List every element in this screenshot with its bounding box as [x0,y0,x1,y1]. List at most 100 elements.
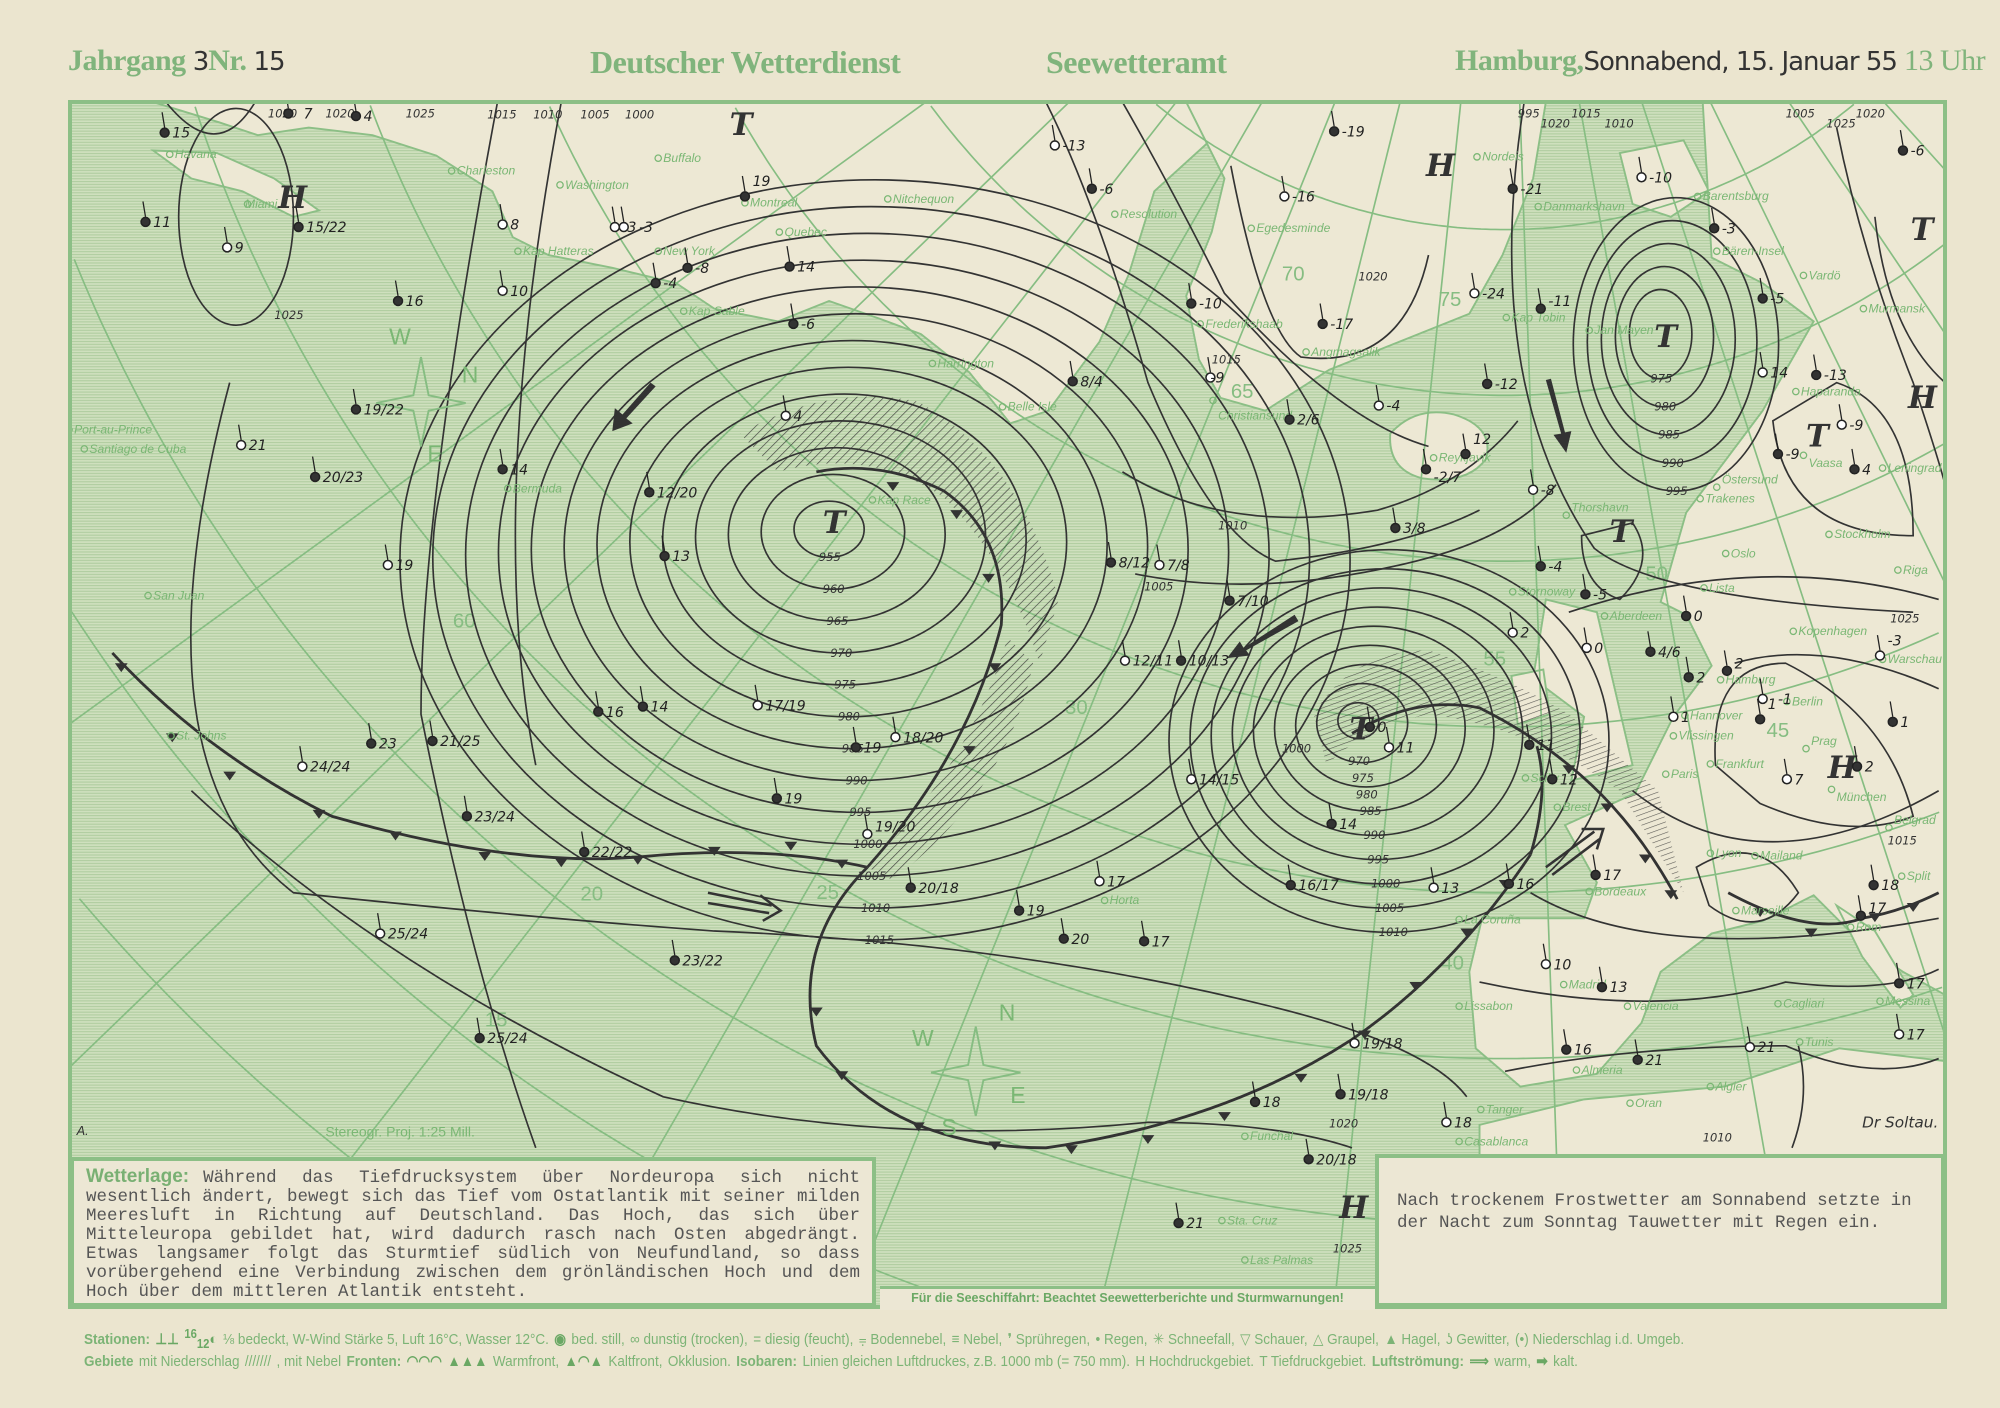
wind-barb-icon [852,726,857,743]
isobar-label: 1025 [406,106,435,120]
station-value: -13 [1824,368,1847,384]
legend-item: kalt. [1553,1353,1578,1370]
place-label: Santiago de Cuba [89,442,186,456]
wind-barb-icon [1121,640,1126,656]
wind-barb-icon [684,247,689,263]
isobars [165,102,1946,1149]
station-circle-icon [1285,879,1297,891]
wetterlage-label: Wetterlage: [86,1166,190,1187]
place-label: Bermuda [513,481,562,495]
place-label: Lissabon [1464,999,1513,1013]
wind-barb-icon [646,471,650,488]
station-report: -3 [618,206,653,236]
isobar-label: 1025 [1333,1241,1362,1255]
wind-barb-icon [499,270,504,286]
station-circle-icon [1428,882,1439,893]
legend-item: (•) Niederschlag i.d. Umgeb. [1515,1331,1685,1348]
station-value: -9 [1210,371,1224,387]
station-circle-icon [1249,1096,1261,1108]
place-label: Jan Mayen [1593,323,1653,337]
station-circle-icon [1811,369,1822,381]
station-report: -8 [682,247,709,277]
isobar-ring [1586,219,1758,464]
station-circle-icon [1326,818,1337,830]
station-circle-icon [1154,559,1165,571]
place-marker [654,154,663,162]
station-circle-icon [1683,671,1694,683]
legend-item: Warmfront, [492,1353,560,1370]
station-report: 16 [1503,863,1534,893]
station-report: -6 [1897,129,1925,160]
isobar-label: 1020 [325,106,354,120]
station-report: 20 [1058,918,1089,948]
svg-text:S: S [941,1114,956,1140]
station-value: -11 [1548,294,1571,310]
place-marker [1774,999,1782,1008]
station-circle-icon [1303,1154,1314,1165]
place-marker [1623,1002,1632,1011]
place-label: Miami [245,197,278,211]
isobar-ring [1252,625,1495,837]
wind-barb-icon [286,102,289,109]
station-report: 17 [1855,895,1886,921]
isobar-label: 1020 [1541,117,1570,131]
station-report: -17 [1317,303,1353,333]
wind-barb-icon [1422,448,1427,465]
station-report: 14 [497,448,528,478]
station-circle-icon [1893,978,1905,989]
station-circle-icon [862,828,873,840]
latitude-circle [369,105,1940,894]
station-report: 21/25 [427,720,481,750]
station-circle-icon [1636,172,1647,183]
station-report: 9 [221,226,244,257]
legend-row-areas: Gebiete mit Niederschlag///////, mit Nebe… [84,1352,1583,1370]
wind-barb-icon [1207,356,1212,373]
front-triangle-symbol [1638,854,1652,864]
front-triangle-symbol [988,1141,1002,1151]
station-value: 12/20 [657,485,697,501]
station-report: -5 [1580,573,1607,603]
isobar-label: 990 [1662,456,1684,470]
precipitation-area-low1 [739,396,1059,664]
place-marker [1502,313,1511,322]
latitude-label: 40 [1441,952,1464,974]
place-marker [1706,849,1715,858]
legend-item: warm, [1494,1353,1531,1370]
station-report: 12 [1547,758,1578,788]
cold-airflow-arrow [612,382,656,432]
low-pressure-label: T [1654,319,1679,355]
nr-label: Nr. [208,44,247,77]
isobar-label: 1000 [1371,877,1400,891]
high-pressure-label: H [1425,148,1456,184]
station-circle-icon [1632,1054,1643,1066]
isobar-ring [793,500,866,559]
isobar-ring [727,446,946,622]
station-circle-icon [1561,1044,1572,1055]
place-marker [998,403,1007,411]
wind-barb-icon [1015,890,1020,906]
station-circle-icon [392,295,404,307]
wind-barb-icon [476,1017,481,1034]
wind-barb-icon [463,795,468,812]
front-triangle-symbol [950,510,964,520]
station-report: -10 [1186,283,1222,313]
station-value: -9 [1786,447,1800,463]
wind-barb-icon [1140,920,1145,937]
station-report: 8 [497,203,519,234]
station-circle-icon [297,761,308,772]
wind-barb-icon [1813,354,1817,370]
front-triangle-symbol [1141,1135,1155,1144]
wind-barb-icon [1177,640,1182,656]
latitude-label: 15 [485,1010,508,1032]
note-text: Nach trockenem Frostwetter am Sonnabend … [1397,1191,1912,1233]
place-marker [1247,224,1256,233]
latitude-label: 65 [1231,381,1254,403]
place-label: Barentsburg [1703,189,1769,203]
legend-item: ✳ Schneefall, [1152,1331,1235,1348]
place-label: München [1837,790,1887,804]
date-value: Sonnabend, 15. Januar 55 [1583,47,1898,77]
station-report: 13 [1596,966,1628,996]
station-value: 4 [793,409,802,425]
station-value: 21/25 [440,734,480,750]
compass-rose-south [930,1026,1021,1117]
